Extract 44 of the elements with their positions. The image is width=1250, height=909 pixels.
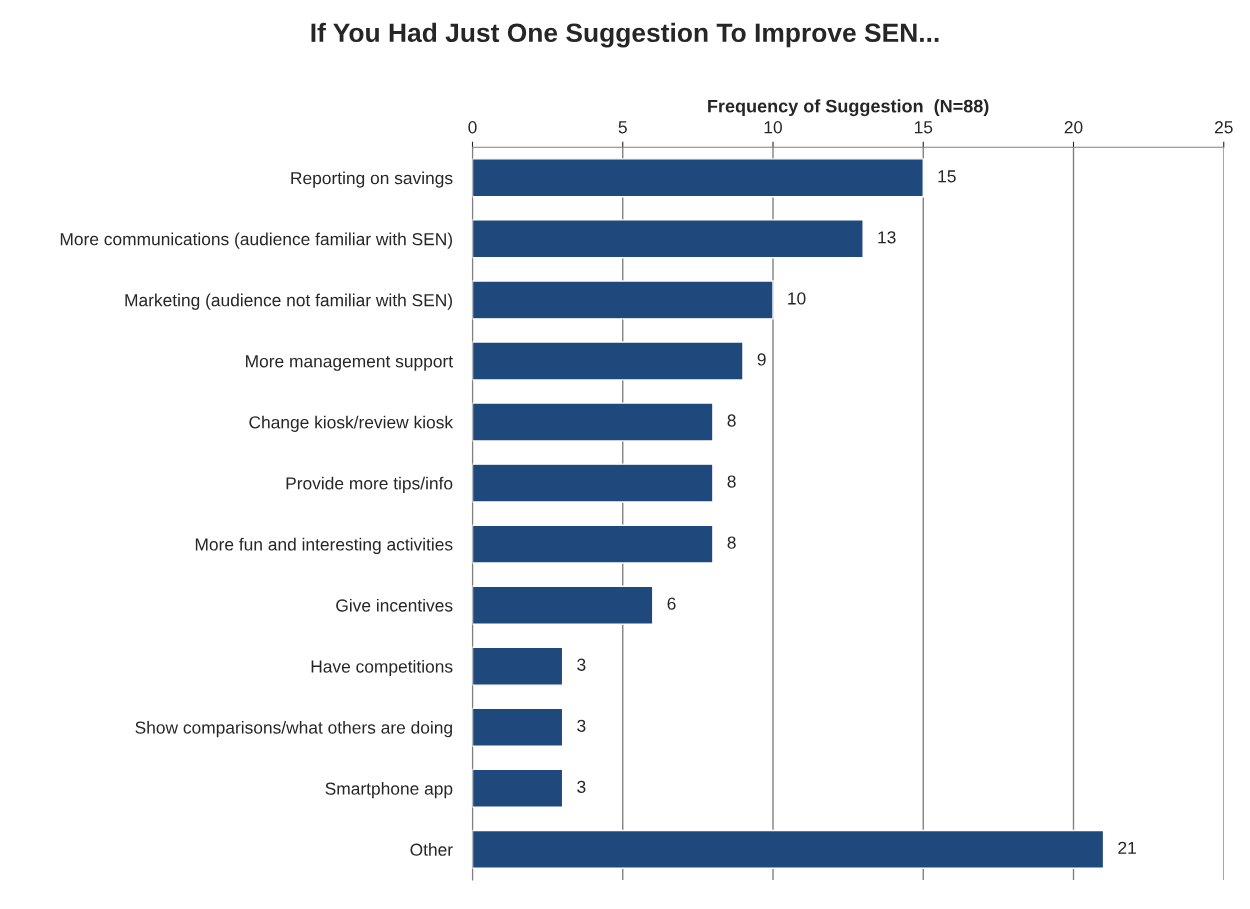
data-label: 3 (577, 658, 586, 671)
y-tick-label: More communications (audience familiar with SEN) (60, 232, 452, 249)
y-tick-label: Other (410, 843, 453, 856)
data-label: 3 (577, 719, 586, 732)
chart-title: If You Had Just One Suggestion To Improve SEN... (311, 22, 939, 48)
bar (472, 768, 564, 808)
y-tick-label: Reporting on savings (291, 171, 453, 188)
bar (472, 402, 714, 442)
bar (472, 341, 744, 381)
bar (472, 524, 714, 564)
y-tick-label: Show comparisons/what others are doing (135, 720, 452, 738)
data-label: 6 (667, 597, 676, 610)
x-tick-label: 10 (764, 121, 782, 134)
data-label: 21 (1118, 841, 1136, 854)
bar (472, 280, 774, 320)
bar (472, 646, 564, 686)
data-label: 10 (788, 292, 806, 305)
x-tick-label: 25 (1214, 121, 1233, 134)
y-tick-label: Have competitions (311, 659, 453, 677)
data-label: 8 (727, 475, 736, 488)
x-tick-label: 20 (1064, 121, 1083, 134)
y-tick-label: Change kiosk/review kiosk (249, 415, 454, 432)
data-label: 3 (577, 780, 586, 793)
bar (472, 585, 654, 625)
data-label: 9 (757, 353, 766, 366)
y-tick-label: Marketing (audience not familiar with SEN) (125, 293, 452, 310)
bar (472, 219, 864, 259)
x-axis-title: Frequency of Suggestion (N=88) (708, 99, 989, 117)
bar (472, 463, 714, 503)
data-label: 15 (938, 170, 956, 183)
x-tick-label: 0 (468, 121, 477, 134)
y-tick-label: Smartphone app (325, 782, 453, 799)
y-tick-label: More fun and interesting activities (195, 537, 453, 555)
bar (472, 829, 1105, 870)
bar (472, 707, 564, 747)
y-tick-label: Give incentives (336, 598, 453, 612)
x-tick-label: 5 (618, 121, 627, 134)
data-label: 8 (727, 414, 736, 427)
bar (472, 158, 924, 198)
data-label: 8 (727, 536, 736, 549)
data-label: 13 (878, 231, 896, 244)
y-tick-label: Provide more tips/info (286, 476, 453, 493)
y-tick-label: More management support (246, 355, 453, 371)
x-tick-label: 15 (914, 121, 933, 134)
